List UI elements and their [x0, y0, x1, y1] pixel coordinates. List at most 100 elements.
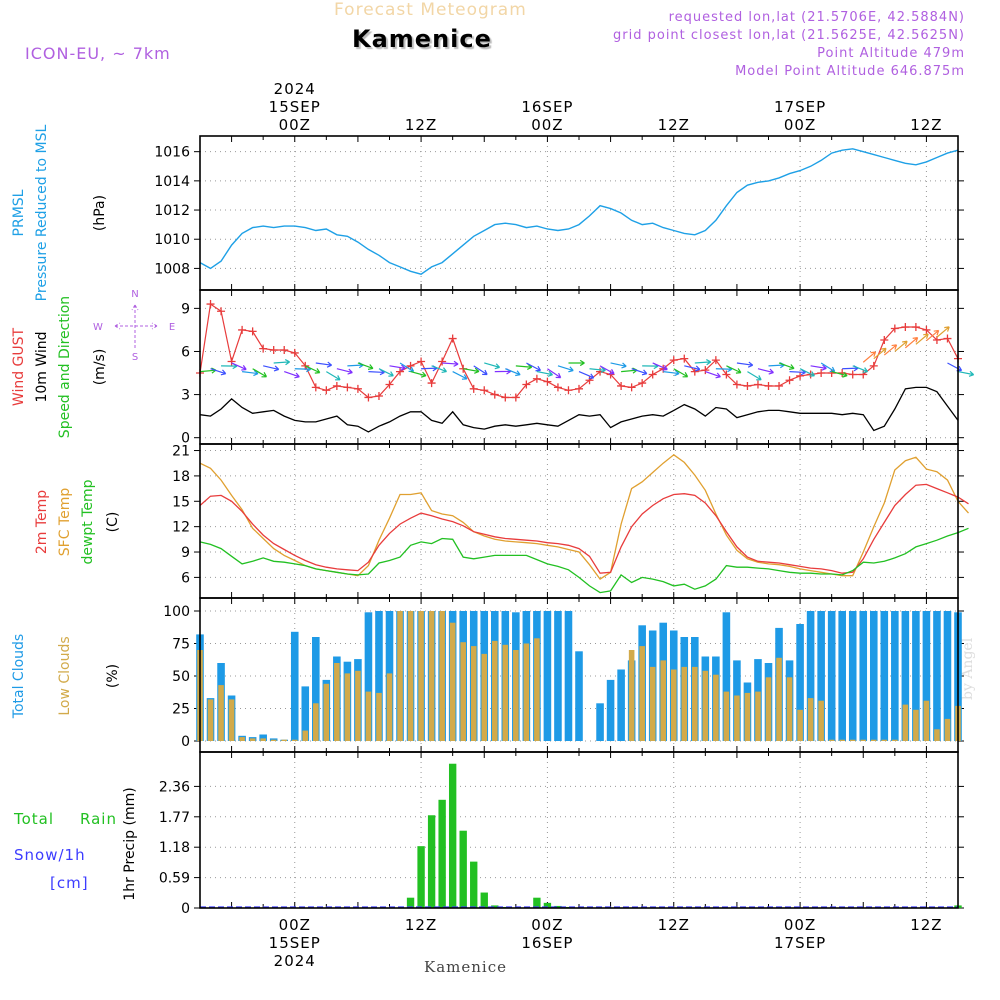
- total-clouds-label: Total Clouds: [11, 634, 27, 719]
- gust-marker: [848, 370, 857, 379]
- snow-label: Snow/1h: [14, 846, 86, 864]
- gust-marker: [259, 344, 268, 353]
- wind-direction-arrow: [684, 365, 701, 372]
- total-cloud-bar: [817, 611, 825, 741]
- panel-frame: [199, 751, 959, 909]
- y-tick-label: 0.59: [159, 871, 190, 887]
- low-cloud-bar: [660, 660, 667, 741]
- gust-marker: [311, 383, 320, 392]
- rain-bar: [470, 861, 478, 908]
- wind-direction-arrow: [378, 368, 394, 377]
- low-cloud-bar: [207, 699, 214, 741]
- wind-direction-arrow: [347, 362, 364, 369]
- gust-marker: [238, 325, 247, 334]
- gust-marker: [617, 381, 626, 390]
- wind-direction-arrow: [547, 368, 562, 379]
- panel-frame: [199, 443, 959, 599]
- gust-marker: [722, 370, 731, 379]
- gust-marker: [406, 361, 415, 370]
- wind-label: 10m Wind: [34, 331, 50, 402]
- low-cloud-bar: [902, 704, 909, 741]
- low-cloud-bar: [944, 718, 951, 741]
- wind-direction-arrow: [273, 359, 290, 366]
- model-altitude: Model Point Altitude 646.875m: [735, 64, 965, 79]
- gust-marker: [943, 334, 952, 343]
- y-tick-label: 25: [172, 702, 190, 718]
- time-label-top: 12Z: [910, 116, 942, 134]
- wind-direction-arrow: [199, 367, 217, 374]
- total-cloud-bar: [606, 679, 615, 741]
- total-cloud-bar: [596, 703, 604, 741]
- low-cloud-bar: [355, 670, 361, 741]
- total-cloud-bar: [912, 611, 920, 741]
- y-tick-label: 18: [172, 469, 190, 485]
- temp-unit-label: (C): [105, 512, 121, 533]
- low-cloud-bar: [418, 611, 424, 741]
- wind-direction-arrow: [883, 344, 898, 356]
- rain-bar: [480, 892, 488, 908]
- low-cloud-bar: [713, 674, 719, 741]
- low-cloud-bar: [828, 739, 835, 741]
- gust-marker: [522, 380, 531, 389]
- wind-direction-arrow: [621, 367, 638, 374]
- time-label-bottom: 16SEP: [521, 934, 573, 952]
- wind-direction-arrow: [799, 368, 815, 377]
- total-cloud-bar: [575, 651, 583, 741]
- y-tick-label: 1014: [154, 174, 190, 190]
- time-label-bottom: 2024: [274, 952, 316, 970]
- low-cloud-bar: [428, 611, 435, 741]
- y-tick-label: 50: [172, 669, 190, 685]
- low-cloud-bar: [670, 669, 677, 741]
- time-label-top: 15SEP: [269, 98, 321, 116]
- time-label-top: 12Z: [405, 116, 437, 134]
- prmsl-line: [199, 148, 959, 275]
- compass-e: E: [169, 322, 175, 333]
- low-cloud-bar: [849, 739, 856, 741]
- time-label-bottom: 12Z: [910, 916, 942, 934]
- total-cloud-bar: [869, 611, 878, 741]
- dewpt-temp-label: dewpt Temp: [80, 479, 96, 564]
- gust-marker: [911, 323, 920, 332]
- wind-direction-arrow: [631, 368, 648, 376]
- low-cloud-bar: [449, 622, 456, 741]
- gust-marker: [869, 361, 878, 370]
- y-tick-label: 3: [181, 388, 190, 404]
- requested-coords: requested lon,lat (21.5706E, 42.5884N): [668, 10, 965, 25]
- wind-direction-arrow: [894, 340, 908, 352]
- gust-marker: [648, 370, 657, 379]
- gust-marker: [353, 384, 362, 393]
- wind-direction-arrow: [568, 359, 585, 367]
- total-cloud-bar: [806, 611, 815, 741]
- total-cloud-bar: [543, 611, 552, 741]
- compass-w: W: [93, 322, 103, 333]
- gust-marker: [880, 335, 889, 344]
- low-cloud-bar: [628, 650, 635, 741]
- total-cloud-bar: [827, 611, 836, 741]
- low-cloud-bar: [239, 737, 245, 741]
- gust-marker: [743, 381, 752, 390]
- rain-bar: [543, 902, 552, 908]
- total-cloud-bar: [848, 611, 857, 741]
- low-cloud-bar: [934, 729, 940, 741]
- compass-n: N: [131, 289, 138, 300]
- panel-frame: [199, 289, 959, 445]
- wind-unit-label: (m/s): [92, 349, 108, 386]
- low-cloud-bar: [723, 691, 730, 741]
- low-cloud-bar: [470, 646, 477, 741]
- low-cloud-bar: [397, 611, 403, 741]
- gust-marker: [322, 386, 331, 395]
- y-tick-label: 15: [172, 494, 190, 510]
- gust-marker: [206, 300, 215, 309]
- low-cloud-bar: [681, 666, 688, 741]
- gust-marker: [385, 380, 394, 389]
- wind-direction-arrow: [610, 362, 627, 369]
- low-cloud-bar: [786, 677, 793, 741]
- low-cloud-bar: [839, 739, 845, 741]
- low-cloud-bar: [291, 739, 298, 741]
- total-cloud-bar: [838, 611, 846, 741]
- gust-marker: [501, 393, 510, 402]
- gust-marker: [575, 384, 583, 393]
- total-cloud-bar: [617, 669, 625, 741]
- rain-bar: [438, 799, 446, 908]
- compass-s: S: [132, 352, 138, 363]
